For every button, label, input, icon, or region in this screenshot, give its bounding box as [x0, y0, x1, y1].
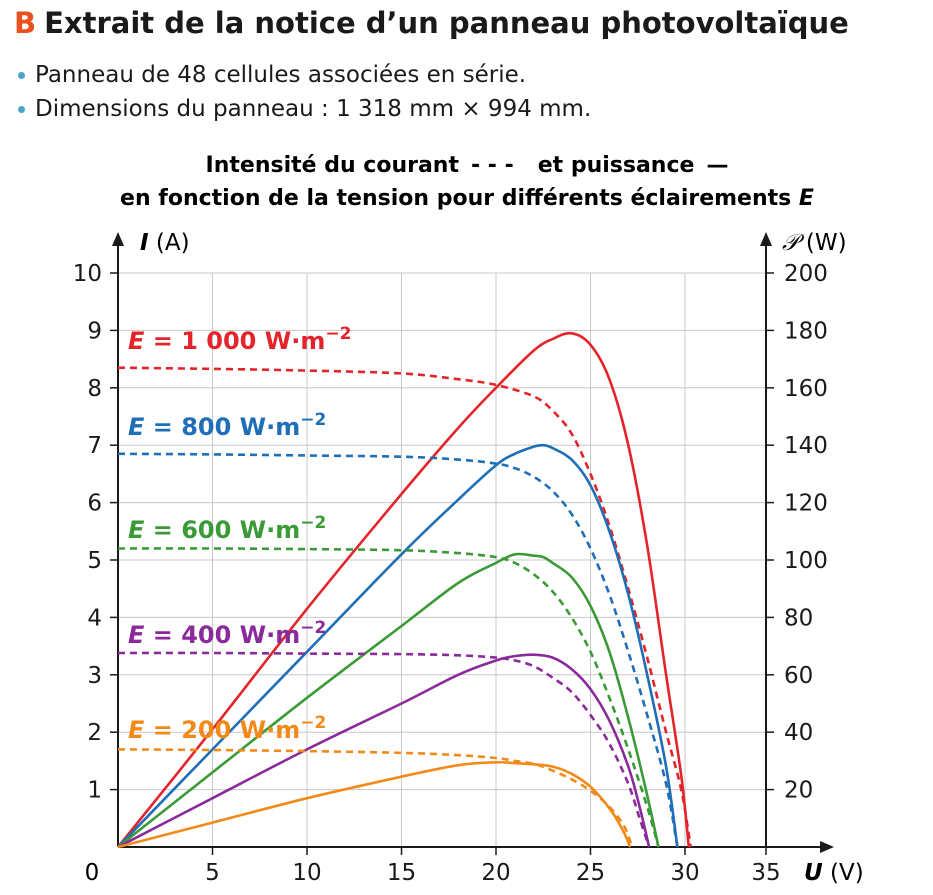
- chart-title-line2-text: en fonction de la tension pour différent…: [120, 186, 791, 211]
- y-left-tick-label: 3: [87, 663, 102, 689]
- y-left-tick-label: 10: [73, 261, 102, 287]
- x-unit: (V): [830, 860, 864, 886]
- series-label: E = 400 W·m−2: [128, 618, 326, 649]
- y-right-tick-label: 100: [784, 548, 828, 574]
- y-left-tick-label: 4: [87, 605, 102, 631]
- y-right-tick-label: 140: [784, 433, 828, 459]
- y-left-tick-label: 9: [87, 318, 102, 344]
- y-left-tick-label: 6: [87, 491, 102, 517]
- x-tick-label: 10: [292, 860, 321, 886]
- series-label-exponent: −2: [300, 410, 326, 430]
- current-curve: [117, 366, 692, 848]
- bullet-dimensions: Dimensions du panneau : 1 318 mm × 994 m…: [14, 92, 591, 126]
- series-label-exponent: −2: [300, 513, 326, 533]
- grid-layer: [118, 272, 766, 847]
- x-symbol: U: [804, 860, 823, 886]
- bullet-cells: Panneau de 48 cellules associées en séri…: [14, 58, 591, 92]
- y-left-symbol: I: [140, 230, 149, 256]
- iv-pv-chart: 5 10 15 20 25 30 35 1 2 3 4 5 6 7 8 9 10 20 40 60 80 100 120 14…: [73, 153, 864, 886]
- y-left-tick-label: 5: [87, 548, 102, 574]
- power-curve: [117, 443, 679, 848]
- series-label: E = 200 W·m−2: [128, 713, 326, 744]
- series-label: E = 600 W·m−2: [128, 513, 326, 544]
- y-left-tick-label: 2: [87, 720, 102, 746]
- current-curve: [117, 651, 651, 848]
- x-tick-label: 25: [576, 860, 605, 886]
- x-axis-label: U (V): [804, 860, 864, 886]
- series-label-value: = 800 W·m: [144, 413, 300, 441]
- chart-title-current: Intensité du courant: [206, 153, 460, 178]
- y-left-axis-label: I (A): [140, 230, 190, 256]
- section-heading: Extrait de la notice d’un panneau photov…: [44, 6, 849, 40]
- solid-legend-marker: —: [706, 153, 728, 178]
- current-curve: [117, 748, 634, 848]
- y-right-axis-arrow-icon: [760, 232, 772, 246]
- series-label-symbol: E: [128, 716, 145, 744]
- series-label-value: = 1 000 W·m: [144, 327, 325, 355]
- bullet-dimensions-text: Dimensions du panneau : 1 318 mm × 994 m…: [35, 96, 592, 122]
- current-curve: [117, 452, 679, 848]
- origin-label: 0: [85, 860, 100, 886]
- x-tick-label: 30: [670, 860, 699, 886]
- y-right-tick-label: 180: [784, 318, 828, 344]
- bullet-dot-icon: [18, 105, 25, 113]
- labels-layer: 5 10 15 20 25 30 35 1 2 3 4 5 6 7 8 9 10 20 40 60 80 100 120 14…: [73, 261, 828, 886]
- series-label-exponent: −2: [300, 618, 326, 638]
- x-tick-label: 35: [751, 860, 780, 886]
- y-left-tick-label: 7: [87, 433, 102, 459]
- y-right-tick-label: 80: [784, 605, 813, 631]
- power-curve: [117, 653, 651, 849]
- series-label-symbol: E: [128, 327, 145, 355]
- series-label-symbol: E: [128, 516, 145, 544]
- y-right-tick-label: 160: [784, 376, 828, 402]
- y-right-tick-label: 120: [784, 491, 828, 517]
- power-curve: [117, 552, 660, 849]
- series-label-exponent: −2: [325, 324, 351, 344]
- y-left-axis-arrow-icon: [112, 232, 124, 246]
- y-right-unit: (W): [806, 230, 847, 256]
- axes-layer: [110, 232, 834, 855]
- y-left-tick-label: 1: [87, 778, 102, 804]
- y-right-tick-label: 60: [784, 663, 813, 689]
- series-label: E = 1 000 W·m−2: [128, 324, 351, 355]
- power-curve: [117, 760, 632, 849]
- y-right-tick-label: 200: [784, 261, 828, 287]
- x-axis-arrow-icon: [820, 841, 834, 853]
- x-tick-label: 15: [387, 860, 416, 886]
- chart-title-power: et puissance: [538, 153, 695, 178]
- section-letter: B: [14, 6, 37, 40]
- chart-title-line2: en fonction de la tension pour différent…: [120, 186, 814, 211]
- y-right-symbol: 𝒫: [782, 230, 805, 256]
- series-label-symbol: E: [128, 621, 145, 649]
- bullet-list: Panneau de 48 cellules associées en séri…: [14, 58, 591, 126]
- chart-title-line1: Intensité du courant - - - et puissance —: [206, 153, 729, 178]
- y-left-tick-label: 8: [87, 376, 102, 402]
- chart-title-symbol: E: [799, 186, 814, 211]
- curves-layer: [116, 331, 692, 849]
- y-left-unit: (A): [156, 230, 190, 256]
- series-label-exponent: −2: [300, 713, 326, 733]
- y-right-axis-label: 𝒫 (W): [782, 230, 847, 256]
- bullet-dot-icon: [18, 71, 25, 79]
- series-label: E = 800 W·m−2: [128, 410, 326, 441]
- x-tick-label: 5: [205, 860, 220, 886]
- y-right-tick-label: 40: [784, 720, 813, 746]
- series-label-value: = 400 W·m: [144, 621, 300, 649]
- x-tick-label: 20: [481, 860, 510, 886]
- power-curve: [116, 331, 691, 848]
- series-label-value: = 200 W·m: [144, 716, 300, 744]
- bullet-cells-text: Panneau de 48 cellules associées en séri…: [35, 62, 527, 88]
- section-title: B Extrait de la notice d’un panneau photo…: [14, 6, 849, 40]
- series-label-symbol: E: [128, 413, 145, 441]
- series-label-value: = 600 W·m: [144, 516, 300, 544]
- y-right-tick-label: 20: [784, 778, 813, 804]
- dash-legend-marker: - - -: [471, 153, 514, 178]
- current-curve: [117, 547, 660, 848]
